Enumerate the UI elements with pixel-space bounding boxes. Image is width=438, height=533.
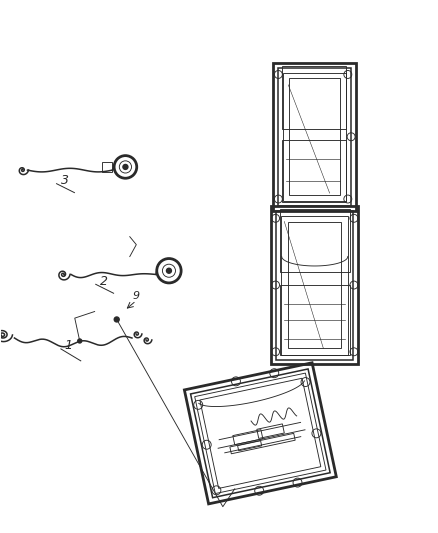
Text: 2: 2: [100, 275, 108, 288]
Circle shape: [166, 268, 171, 273]
Circle shape: [123, 165, 128, 169]
Circle shape: [114, 317, 119, 322]
Text: 1: 1: [65, 340, 73, 352]
Text: 3: 3: [60, 174, 68, 187]
Circle shape: [78, 339, 82, 343]
Text: 9: 9: [133, 290, 140, 301]
